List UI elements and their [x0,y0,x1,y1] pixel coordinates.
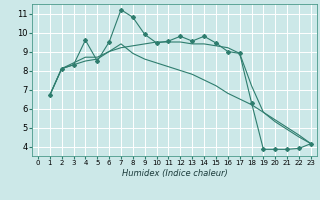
X-axis label: Humidex (Indice chaleur): Humidex (Indice chaleur) [122,169,227,178]
